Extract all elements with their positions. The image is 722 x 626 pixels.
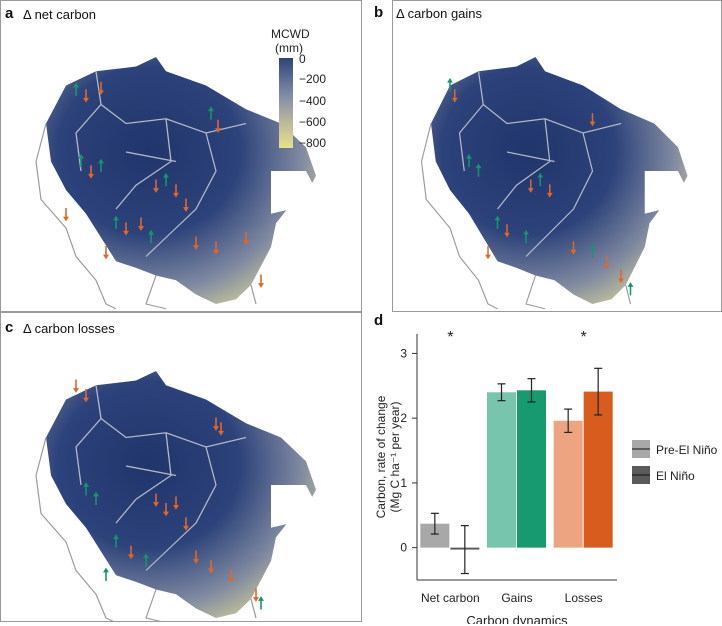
panel-c-title: Δ carbon losses bbox=[23, 321, 115, 336]
panel-c-label: c bbox=[5, 319, 14, 336]
bar-chart: 0 1 2 3 Carbon, rate of change (Mg C ha⁻¹ per… bbox=[374, 329, 718, 624]
panel-b-title: Δ carbon gains bbox=[396, 6, 483, 21]
panel-b-label: b bbox=[374, 4, 384, 21]
map-region bbox=[431, 57, 688, 304]
colorbar-tick-2: −400 bbox=[299, 94, 327, 108]
map-c bbox=[35, 371, 316, 621]
panel-a: a Δ net carbon MCWD (mm) 0 −200 −400 −60… bbox=[0, 0, 362, 312]
map-region bbox=[46, 57, 316, 304]
significance-marker: * bbox=[447, 329, 453, 346]
colorbar-tick-1: −200 bbox=[299, 72, 327, 86]
map-a bbox=[35, 57, 316, 310]
significance-marker: * bbox=[581, 329, 587, 346]
colorbar bbox=[279, 58, 293, 148]
colorbar-tick-0: 0 bbox=[299, 52, 306, 66]
y-axis-label-units: (Mg C ha⁻¹ per year) bbox=[388, 401, 402, 512]
x-tick-label: Losses bbox=[565, 591, 603, 605]
bar-net-carbon-0 bbox=[420, 523, 450, 548]
bar-losses-1 bbox=[583, 391, 613, 548]
y-axis-label: Carbon, rate of change bbox=[374, 395, 388, 518]
panel-a-label: a bbox=[5, 5, 14, 22]
panel-b bbox=[392, 0, 722, 312]
y-tick-label: 0 bbox=[400, 541, 407, 555]
panel-c: c Δ carbon losses bbox=[0, 312, 362, 622]
y-tick-label: 1 bbox=[400, 476, 407, 490]
legend-label: El Niño bbox=[656, 469, 695, 483]
colorbar-title: MCWD bbox=[271, 27, 310, 41]
colorbar-tick-3: −600 bbox=[299, 115, 327, 129]
panel-a-title: Δ net carbon bbox=[23, 7, 97, 22]
x-tick-label: Net carbon bbox=[421, 591, 480, 605]
colorbar-tick-4: −800 bbox=[299, 136, 327, 150]
y-tick-label: 3 bbox=[400, 346, 407, 360]
map-b bbox=[420, 57, 688, 310]
colorbar-unit: (mm) bbox=[275, 41, 303, 55]
map-region bbox=[46, 371, 316, 618]
panel-d-label: d bbox=[374, 312, 384, 329]
bar-losses-0 bbox=[553, 420, 583, 548]
bar-gains-1 bbox=[517, 390, 546, 548]
y-tick-label: 2 bbox=[400, 411, 407, 425]
x-tick-label: Gains bbox=[501, 591, 532, 605]
bar-gains-0 bbox=[487, 392, 516, 548]
legend-label: Pre-El Niño bbox=[656, 443, 718, 457]
x-axis-label: Carbon dynamics bbox=[466, 613, 568, 624]
